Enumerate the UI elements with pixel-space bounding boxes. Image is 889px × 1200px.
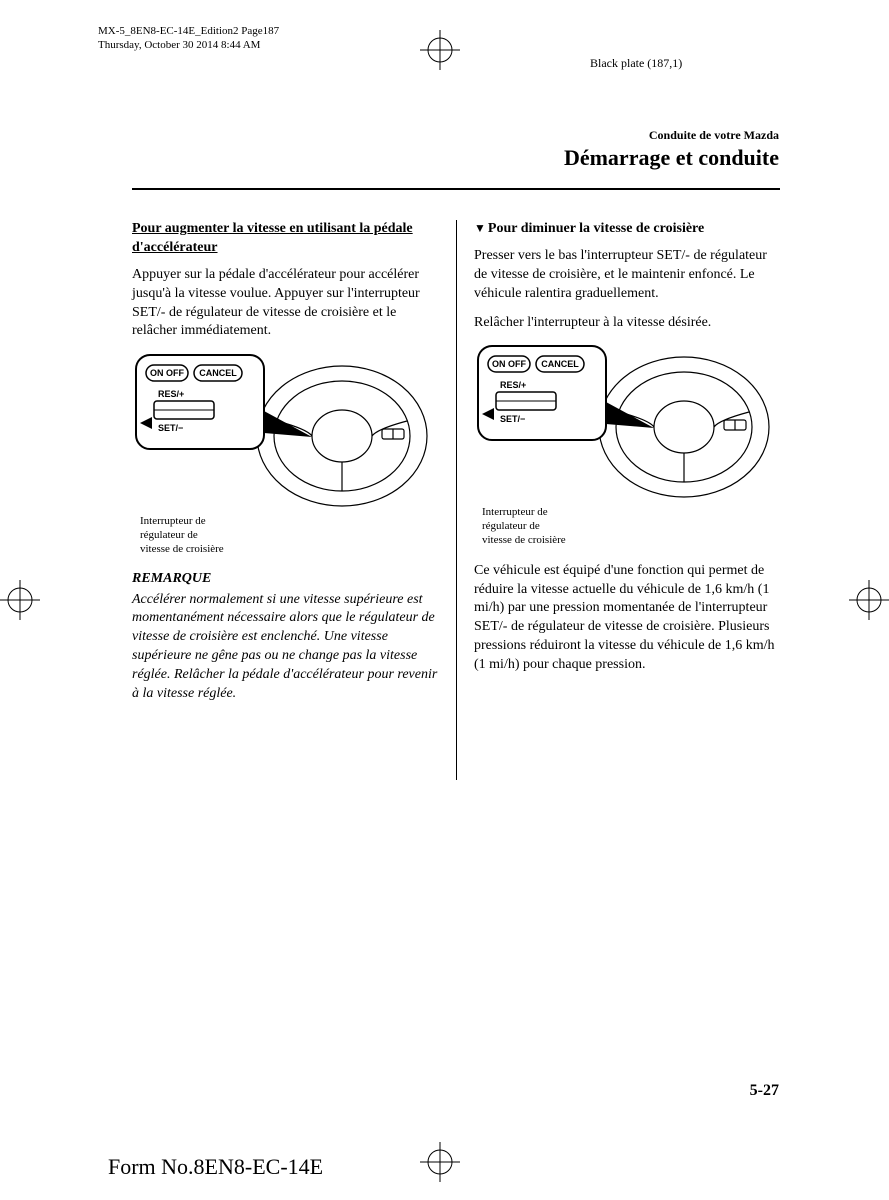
remark-title: REMARQUE <box>132 571 438 587</box>
right-title: Pour diminuer la vitesse de croisière <box>474 220 780 239</box>
remark-body: Accélérer normalement si une vitesse sup… <box>132 591 438 704</box>
doc-meta: MX-5_8EN8-EC-14E_Edition2 Page187 Thursd… <box>98 24 279 53</box>
cancel-label-r: CANCEL <box>541 359 579 369</box>
header-rule <box>132 188 780 190</box>
set-label-r: SET/− <box>500 414 525 424</box>
left-diagram: ON OFF CANCEL RES/+ SET/− Interrupteur d… <box>132 351 438 556</box>
form-number: Form No.8EN8-EC-14E <box>108 1154 323 1180</box>
right-diagram-caption: Interrupteur de régulateur de vitesse de… <box>482 506 572 547</box>
left-diagram-caption: Interrupteur de régulateur de vitesse de… <box>140 515 230 556</box>
onoff-label-r: ON OFF <box>492 359 526 369</box>
steering-wheel-diagram-left: ON OFF CANCEL RES/+ SET/− <box>132 351 432 511</box>
crop-mark-bottom <box>420 1142 460 1182</box>
crop-mark-right <box>849 580 889 620</box>
crop-mark-left <box>0 580 40 620</box>
right-body2: Relâcher l'interrupteur à la vitesse dés… <box>474 314 780 333</box>
set-label: SET/− <box>158 423 183 433</box>
page-number: 5-27 <box>750 1082 779 1100</box>
plate-label: Black plate (187,1) <box>590 56 682 71</box>
cancel-label: CANCEL <box>199 368 237 378</box>
right-diagram: ON OFF CANCEL RES/+ SET/− Interrupteur d… <box>474 342 780 547</box>
page-header: Conduite de votre Mazda Démarrage et con… <box>564 128 779 171</box>
onoff-label: ON OFF <box>150 368 184 378</box>
left-title: Pour augmenter la vitesse en utilisant l… <box>132 220 438 258</box>
header-big: Démarrage et conduite <box>564 145 779 171</box>
content-area: Pour augmenter la vitesse en utilisant l… <box>132 220 780 704</box>
doc-date: Thursday, October 30 2014 8:44 AM <box>98 38 279 52</box>
res-label-r: RES/+ <box>500 380 526 390</box>
res-label: RES/+ <box>158 389 184 399</box>
right-body3: Ce véhicule est équipé d'une fonction qu… <box>474 562 780 675</box>
right-body1: Presser vers le bas l'interrupteur SET/-… <box>474 247 780 304</box>
header-small: Conduite de votre Mazda <box>564 128 779 143</box>
left-body: Appuyer sur la pédale d'accélérateur pou… <box>132 266 438 342</box>
right-column: Pour diminuer la vitesse de croisière Pr… <box>456 220 780 704</box>
steering-wheel-diagram-right: ON OFF CANCEL RES/+ SET/− <box>474 342 774 502</box>
doc-id: MX-5_8EN8-EC-14E_Edition2 Page187 <box>98 24 279 38</box>
left-column: Pour augmenter la vitesse en utilisant l… <box>132 220 456 704</box>
column-divider <box>456 220 457 780</box>
crop-mark-top <box>420 30 460 70</box>
